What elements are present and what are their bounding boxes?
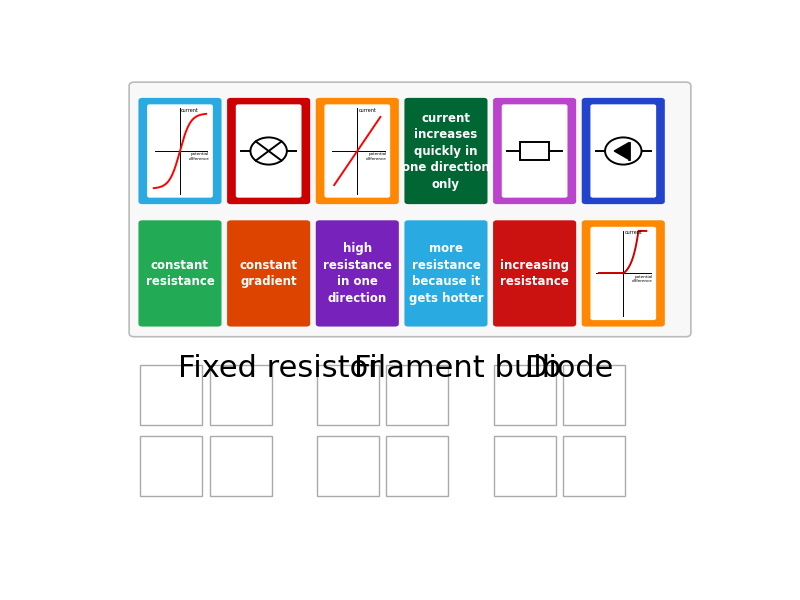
Bar [494, 365, 556, 425]
FancyBboxPatch shape [129, 82, 691, 337]
Bar [520, 142, 550, 160]
FancyBboxPatch shape [405, 98, 487, 204]
Bar [494, 436, 556, 496]
Polygon shape [614, 143, 629, 160]
Text: Diode: Diode [525, 354, 613, 383]
FancyBboxPatch shape [236, 104, 302, 197]
Bar [563, 365, 625, 425]
FancyBboxPatch shape [138, 98, 222, 204]
Text: Fixed resistor: Fixed resistor [178, 354, 380, 383]
Text: increasing
resistance: increasing resistance [500, 259, 569, 288]
FancyBboxPatch shape [227, 220, 310, 326]
Text: current: current [358, 107, 377, 113]
FancyBboxPatch shape [582, 220, 665, 326]
FancyBboxPatch shape [405, 220, 487, 326]
Bar [317, 436, 379, 496]
Text: current
increases
quickly in
one direction
only: current increases quickly in one directi… [402, 112, 490, 191]
FancyBboxPatch shape [325, 104, 390, 197]
Text: potential
difference: potential difference [366, 152, 386, 161]
Bar [317, 365, 379, 425]
Text: constant
gradient: constant gradient [240, 259, 298, 288]
Bar [140, 365, 202, 425]
FancyBboxPatch shape [227, 98, 310, 204]
FancyBboxPatch shape [590, 104, 656, 197]
Bar [386, 365, 449, 425]
Text: potential
difference: potential difference [632, 275, 653, 283]
Bar [140, 436, 202, 496]
Text: constant
resistance: constant resistance [146, 259, 214, 288]
FancyBboxPatch shape [138, 220, 222, 326]
Text: current: current [625, 230, 642, 235]
Bar [210, 436, 272, 496]
Text: potential
difference: potential difference [188, 152, 209, 161]
FancyBboxPatch shape [493, 220, 576, 326]
Text: current: current [182, 107, 199, 113]
Text: high
resistance
in one
direction: high resistance in one direction [323, 242, 392, 305]
Text: Filament bulb: Filament bulb [354, 354, 562, 383]
FancyBboxPatch shape [316, 220, 399, 326]
FancyBboxPatch shape [590, 227, 656, 320]
FancyBboxPatch shape [316, 98, 399, 204]
FancyBboxPatch shape [147, 104, 213, 197]
Text: more
resistance
because it
gets hotter: more resistance because it gets hotter [409, 242, 483, 305]
FancyBboxPatch shape [502, 104, 567, 197]
Bar [386, 436, 449, 496]
Bar [563, 436, 625, 496]
Bar [210, 365, 272, 425]
FancyBboxPatch shape [493, 98, 576, 204]
FancyBboxPatch shape [582, 98, 665, 204]
